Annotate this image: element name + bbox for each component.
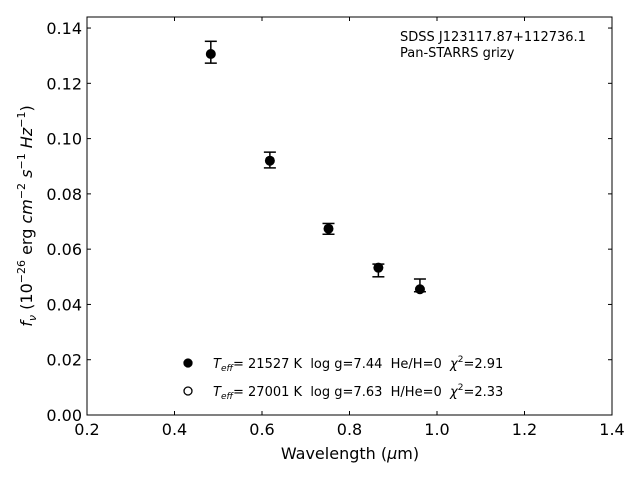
data-point (373, 262, 384, 273)
x-axis-ticks: 0.2 0.4 0.6 0.8 1.0 1.2 1.4 (74, 17, 625, 439)
y-tick-label: 0.04 (46, 295, 82, 314)
x-tick-label: 1.4 (599, 420, 624, 439)
x-tick-label: 0.2 (74, 420, 99, 439)
data-point (414, 284, 425, 295)
y-tick-label: 0.06 (46, 240, 82, 259)
annotation-object: SDSS J123117.87+112736.1 (400, 30, 586, 45)
y-tick-label: 0.08 (46, 185, 82, 204)
y-tick-label: 0.12 (46, 74, 82, 93)
y-tick-label: 0.14 (46, 19, 82, 38)
x-tick-label: 1.0 (424, 420, 449, 439)
x-tick-label: 0.6 (249, 420, 274, 439)
legend: Teff= 21527 K log g=7.44 He/H=0 χ2=2.91 T… (183, 355, 503, 402)
x-axis-label: Wavelength (μm) (281, 444, 419, 463)
x-tick-label: 1.2 (512, 420, 537, 439)
y-tick-label: 0.00 (46, 406, 82, 425)
x-tick-label: 0.8 (337, 420, 362, 439)
y-axis-label: fν (10−26 erg cm−2 s−1 Hz−1) (15, 105, 39, 326)
y-axis-ticks: 0.00 0.02 0.04 0.06 0.08 0.10 0.12 0.14 (46, 19, 612, 425)
y-tick-label: 0.02 (46, 351, 82, 370)
annotation-survey: Pan-STARRS grizy (400, 46, 515, 61)
data-point (323, 223, 334, 234)
legend-entry-text: Teff= 27001 K log g=7.63 H/He=0 χ2=2.33 (213, 383, 503, 402)
x-tick-label: 0.4 (162, 420, 187, 439)
legend-entry-text: Teff= 21527 K log g=7.44 He/H=0 χ2=2.91 (213, 355, 503, 374)
y-tick-label: 0.10 (46, 130, 82, 149)
data-points (204, 40, 426, 295)
plot-area (86, 16, 613, 416)
legend-marker-open (183, 386, 193, 396)
data-point (205, 49, 216, 60)
data-point (264, 155, 275, 166)
legend-marker-filled (183, 358, 193, 368)
